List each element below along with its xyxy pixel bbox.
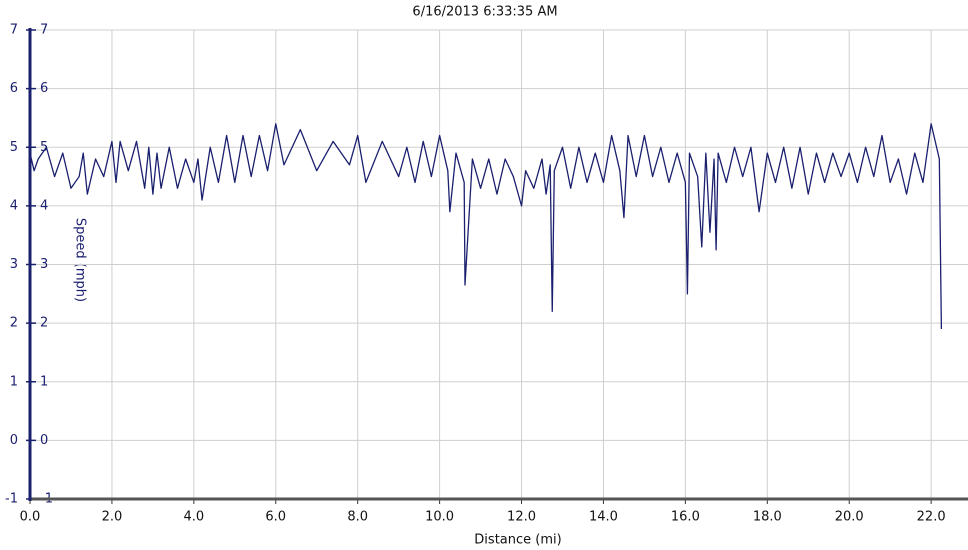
x-tick-label: 22.0 — [917, 510, 946, 525]
x-tick-label: 18.0 — [753, 510, 782, 525]
x-tick-label: 4.0 — [183, 510, 204, 525]
y-tick-label: 6 — [10, 81, 18, 96]
speed-line — [29, 123, 943, 329]
x-tick-label: 14.0 — [589, 510, 618, 525]
y-tick-label: 1 — [40, 374, 48, 389]
y-tick-label: 0 — [40, 433, 48, 448]
y-tick-label: 7 — [10, 23, 18, 38]
y-tick-label: 3 — [40, 257, 48, 272]
x-tick-label: 0.0 — [20, 510, 41, 525]
y-tick-label: 2 — [40, 316, 48, 331]
y-tick-label: -1 — [5, 492, 18, 507]
y-tick-label: 7 — [40, 23, 48, 38]
y-tick-label: 4 — [40, 198, 48, 213]
y-tick-label: 6 — [40, 81, 48, 96]
x-tick-label: 2.0 — [102, 510, 123, 525]
y-tick-label: 5 — [10, 140, 18, 155]
y-tick-label: 3 — [10, 257, 18, 272]
y-axis-label: Speed (mph) — [73, 218, 88, 302]
x-tick-label: 8.0 — [347, 510, 368, 525]
y-tick-label: 0 — [10, 433, 18, 448]
y-tick-label: 5 — [40, 140, 48, 155]
y-tick-label: 1 — [10, 374, 18, 389]
y-tick-label: 2 — [10, 316, 18, 331]
x-axis-label: Distance (mi) — [474, 533, 561, 548]
x-tick-label: 12.0 — [507, 510, 536, 525]
x-tick-label: 16.0 — [671, 510, 700, 525]
x-tick-label: 6.0 — [265, 510, 286, 525]
y-tick-label: 4 — [10, 198, 18, 213]
x-tick-label: 20.0 — [835, 510, 864, 525]
x-tick-label: 10.0 — [425, 510, 454, 525]
chart-title: 6/16/2013 6:33:35 AM — [412, 5, 557, 20]
